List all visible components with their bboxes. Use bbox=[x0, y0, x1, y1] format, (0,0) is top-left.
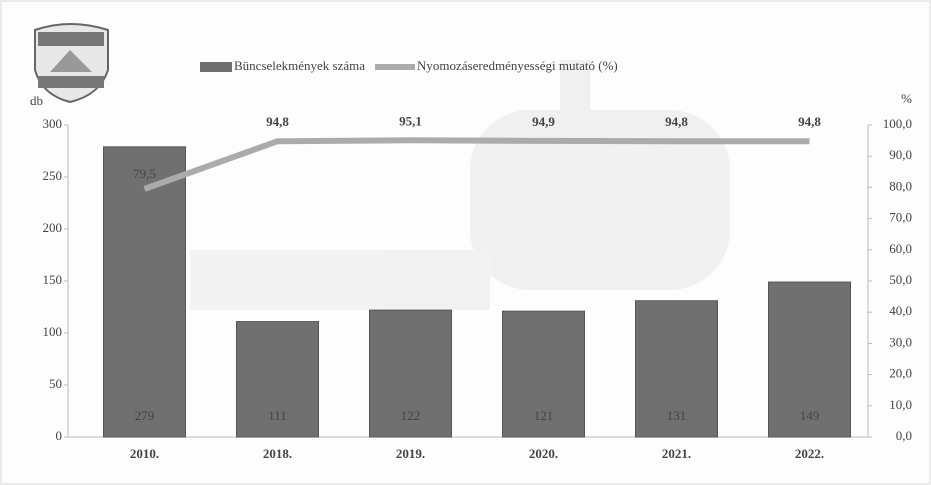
bar bbox=[103, 146, 186, 438]
y2-axis-title: % bbox=[901, 91, 912, 106]
bar-value-label: 111 bbox=[268, 408, 287, 423]
y-tick-label: 150 bbox=[43, 272, 63, 287]
bar-value-label: 279 bbox=[135, 408, 155, 423]
background-building bbox=[190, 60, 730, 310]
legend-swatch bbox=[375, 64, 416, 70]
y2-tick-label: 80,0 bbox=[889, 178, 912, 193]
line-value-label: 95,1 bbox=[399, 113, 422, 128]
y-tick-label: 200 bbox=[43, 220, 63, 235]
y2-tick-label: 100,0 bbox=[883, 116, 912, 131]
legend-label: Büncselekmények száma bbox=[234, 58, 365, 73]
y2-tick-label: 40,0 bbox=[889, 303, 912, 318]
logo bbox=[34, 23, 109, 104]
legend-swatch bbox=[200, 62, 232, 72]
bar bbox=[236, 321, 319, 438]
x-tick-label: 2010. bbox=[130, 446, 159, 461]
y2-tick-label: 60,0 bbox=[889, 241, 912, 256]
x-tick-label: 2022. bbox=[795, 446, 824, 461]
y2-tick-label: 10,0 bbox=[889, 397, 912, 412]
line-value-label: 94,8 bbox=[665, 114, 688, 129]
bar-value-label: 149 bbox=[800, 408, 820, 423]
x-tick-label: 2021. bbox=[662, 446, 691, 461]
x-tick-label: 2020. bbox=[529, 446, 558, 461]
y-tick-label: 100 bbox=[43, 324, 63, 339]
line-value-label: 79,5 bbox=[133, 166, 156, 181]
y2-tick-label: 70,0 bbox=[889, 210, 912, 225]
y2-tick-label: 30,0 bbox=[889, 334, 912, 349]
y-tick-label: 0 bbox=[56, 428, 63, 443]
y2-tick-label: 50,0 bbox=[889, 272, 912, 287]
line-value-label: 94,8 bbox=[798, 114, 821, 129]
y-tick-label: 250 bbox=[43, 168, 63, 183]
y2-tick-label: 90,0 bbox=[889, 147, 912, 162]
line bbox=[143, 137, 810, 192]
x-tick-label: 2018. bbox=[263, 446, 292, 461]
bar-value-label: 121 bbox=[534, 408, 554, 423]
bar bbox=[635, 300, 718, 438]
bar bbox=[502, 310, 585, 438]
bar bbox=[369, 309, 452, 438]
x-tick-label: 2019. bbox=[396, 446, 425, 461]
line-value-label: 94,8 bbox=[266, 114, 289, 129]
y-tick-label: 300 bbox=[43, 116, 63, 131]
y2-tick-label: 0,0 bbox=[896, 428, 912, 443]
bar-value-label: 122 bbox=[401, 408, 421, 423]
y2-tick-label: 20,0 bbox=[889, 366, 912, 381]
legend-label: Nyomozáseredményességi mutató (%) bbox=[417, 58, 618, 73]
line-value-label: 94,9 bbox=[532, 114, 555, 129]
y-axis-title: db bbox=[30, 93, 43, 108]
bar bbox=[768, 281, 851, 438]
bar-value-label: 131 bbox=[667, 408, 687, 423]
y-tick-label: 50 bbox=[49, 376, 62, 391]
